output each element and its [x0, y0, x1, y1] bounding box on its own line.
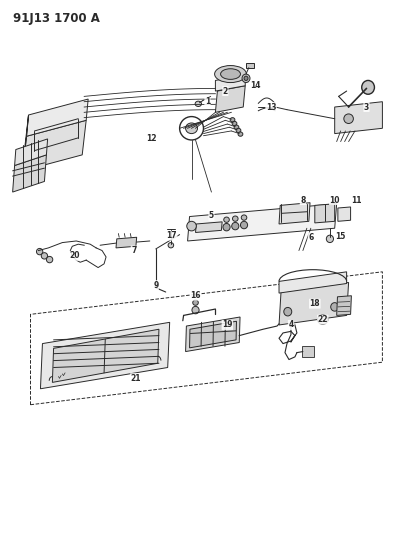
Polygon shape: [338, 207, 351, 221]
Ellipse shape: [233, 216, 238, 221]
Text: 13: 13: [266, 102, 277, 111]
Text: 9: 9: [153, 280, 158, 289]
Polygon shape: [337, 296, 352, 316]
Ellipse shape: [223, 223, 230, 231]
Ellipse shape: [362, 80, 374, 94]
Ellipse shape: [193, 300, 198, 305]
Text: 17: 17: [166, 231, 177, 240]
Text: 10: 10: [330, 196, 340, 205]
Text: 15: 15: [336, 232, 346, 241]
Polygon shape: [27, 99, 88, 136]
Ellipse shape: [344, 114, 354, 124]
Ellipse shape: [242, 74, 250, 83]
Ellipse shape: [187, 221, 196, 231]
Bar: [247, 63, 254, 68]
Ellipse shape: [244, 76, 248, 80]
Text: 16: 16: [190, 291, 201, 300]
Polygon shape: [52, 329, 159, 382]
Ellipse shape: [326, 235, 334, 243]
Ellipse shape: [284, 308, 292, 316]
Polygon shape: [196, 222, 222, 232]
Ellipse shape: [192, 306, 199, 314]
Ellipse shape: [224, 217, 229, 222]
Text: 3: 3: [364, 102, 369, 111]
Text: 22: 22: [318, 315, 328, 324]
Text: 91J13 1700 A: 91J13 1700 A: [13, 12, 99, 26]
Ellipse shape: [41, 253, 47, 259]
Polygon shape: [279, 282, 349, 325]
Ellipse shape: [46, 256, 53, 263]
Text: 20: 20: [69, 252, 79, 260]
Polygon shape: [40, 322, 170, 389]
Polygon shape: [279, 272, 347, 293]
Ellipse shape: [234, 125, 239, 130]
Bar: [302, 346, 314, 357]
Ellipse shape: [236, 128, 241, 133]
Text: 21: 21: [130, 374, 141, 383]
Polygon shape: [23, 115, 28, 171]
Polygon shape: [335, 102, 382, 134]
Text: 8: 8: [300, 196, 306, 205]
Ellipse shape: [241, 221, 248, 229]
Text: 12: 12: [146, 134, 157, 143]
Ellipse shape: [168, 243, 174, 248]
Text: 19: 19: [222, 320, 233, 329]
Ellipse shape: [232, 122, 237, 126]
Polygon shape: [186, 317, 240, 352]
Polygon shape: [279, 203, 310, 224]
Ellipse shape: [241, 215, 247, 220]
Ellipse shape: [221, 69, 241, 79]
Polygon shape: [315, 204, 335, 223]
Polygon shape: [15, 139, 47, 165]
Polygon shape: [13, 155, 46, 192]
Text: 1: 1: [205, 97, 210, 106]
Text: 14: 14: [250, 81, 261, 90]
Ellipse shape: [318, 315, 328, 325]
Ellipse shape: [230, 118, 235, 122]
Polygon shape: [23, 120, 86, 171]
Ellipse shape: [215, 66, 247, 83]
Ellipse shape: [36, 248, 43, 255]
Text: 6: 6: [308, 233, 314, 242]
Polygon shape: [190, 321, 237, 348]
Text: 4: 4: [288, 320, 294, 329]
Polygon shape: [116, 237, 137, 248]
Ellipse shape: [331, 303, 339, 311]
Text: 5: 5: [209, 212, 214, 221]
Text: 18: 18: [310, 299, 320, 308]
Text: 2: 2: [223, 86, 228, 95]
Polygon shape: [215, 75, 245, 91]
Text: 7: 7: [131, 246, 136, 255]
Polygon shape: [215, 86, 245, 112]
Ellipse shape: [232, 222, 239, 230]
Text: 11: 11: [351, 196, 362, 205]
Ellipse shape: [238, 132, 243, 136]
Ellipse shape: [195, 101, 201, 107]
Ellipse shape: [186, 123, 198, 134]
Polygon shape: [188, 204, 337, 241]
